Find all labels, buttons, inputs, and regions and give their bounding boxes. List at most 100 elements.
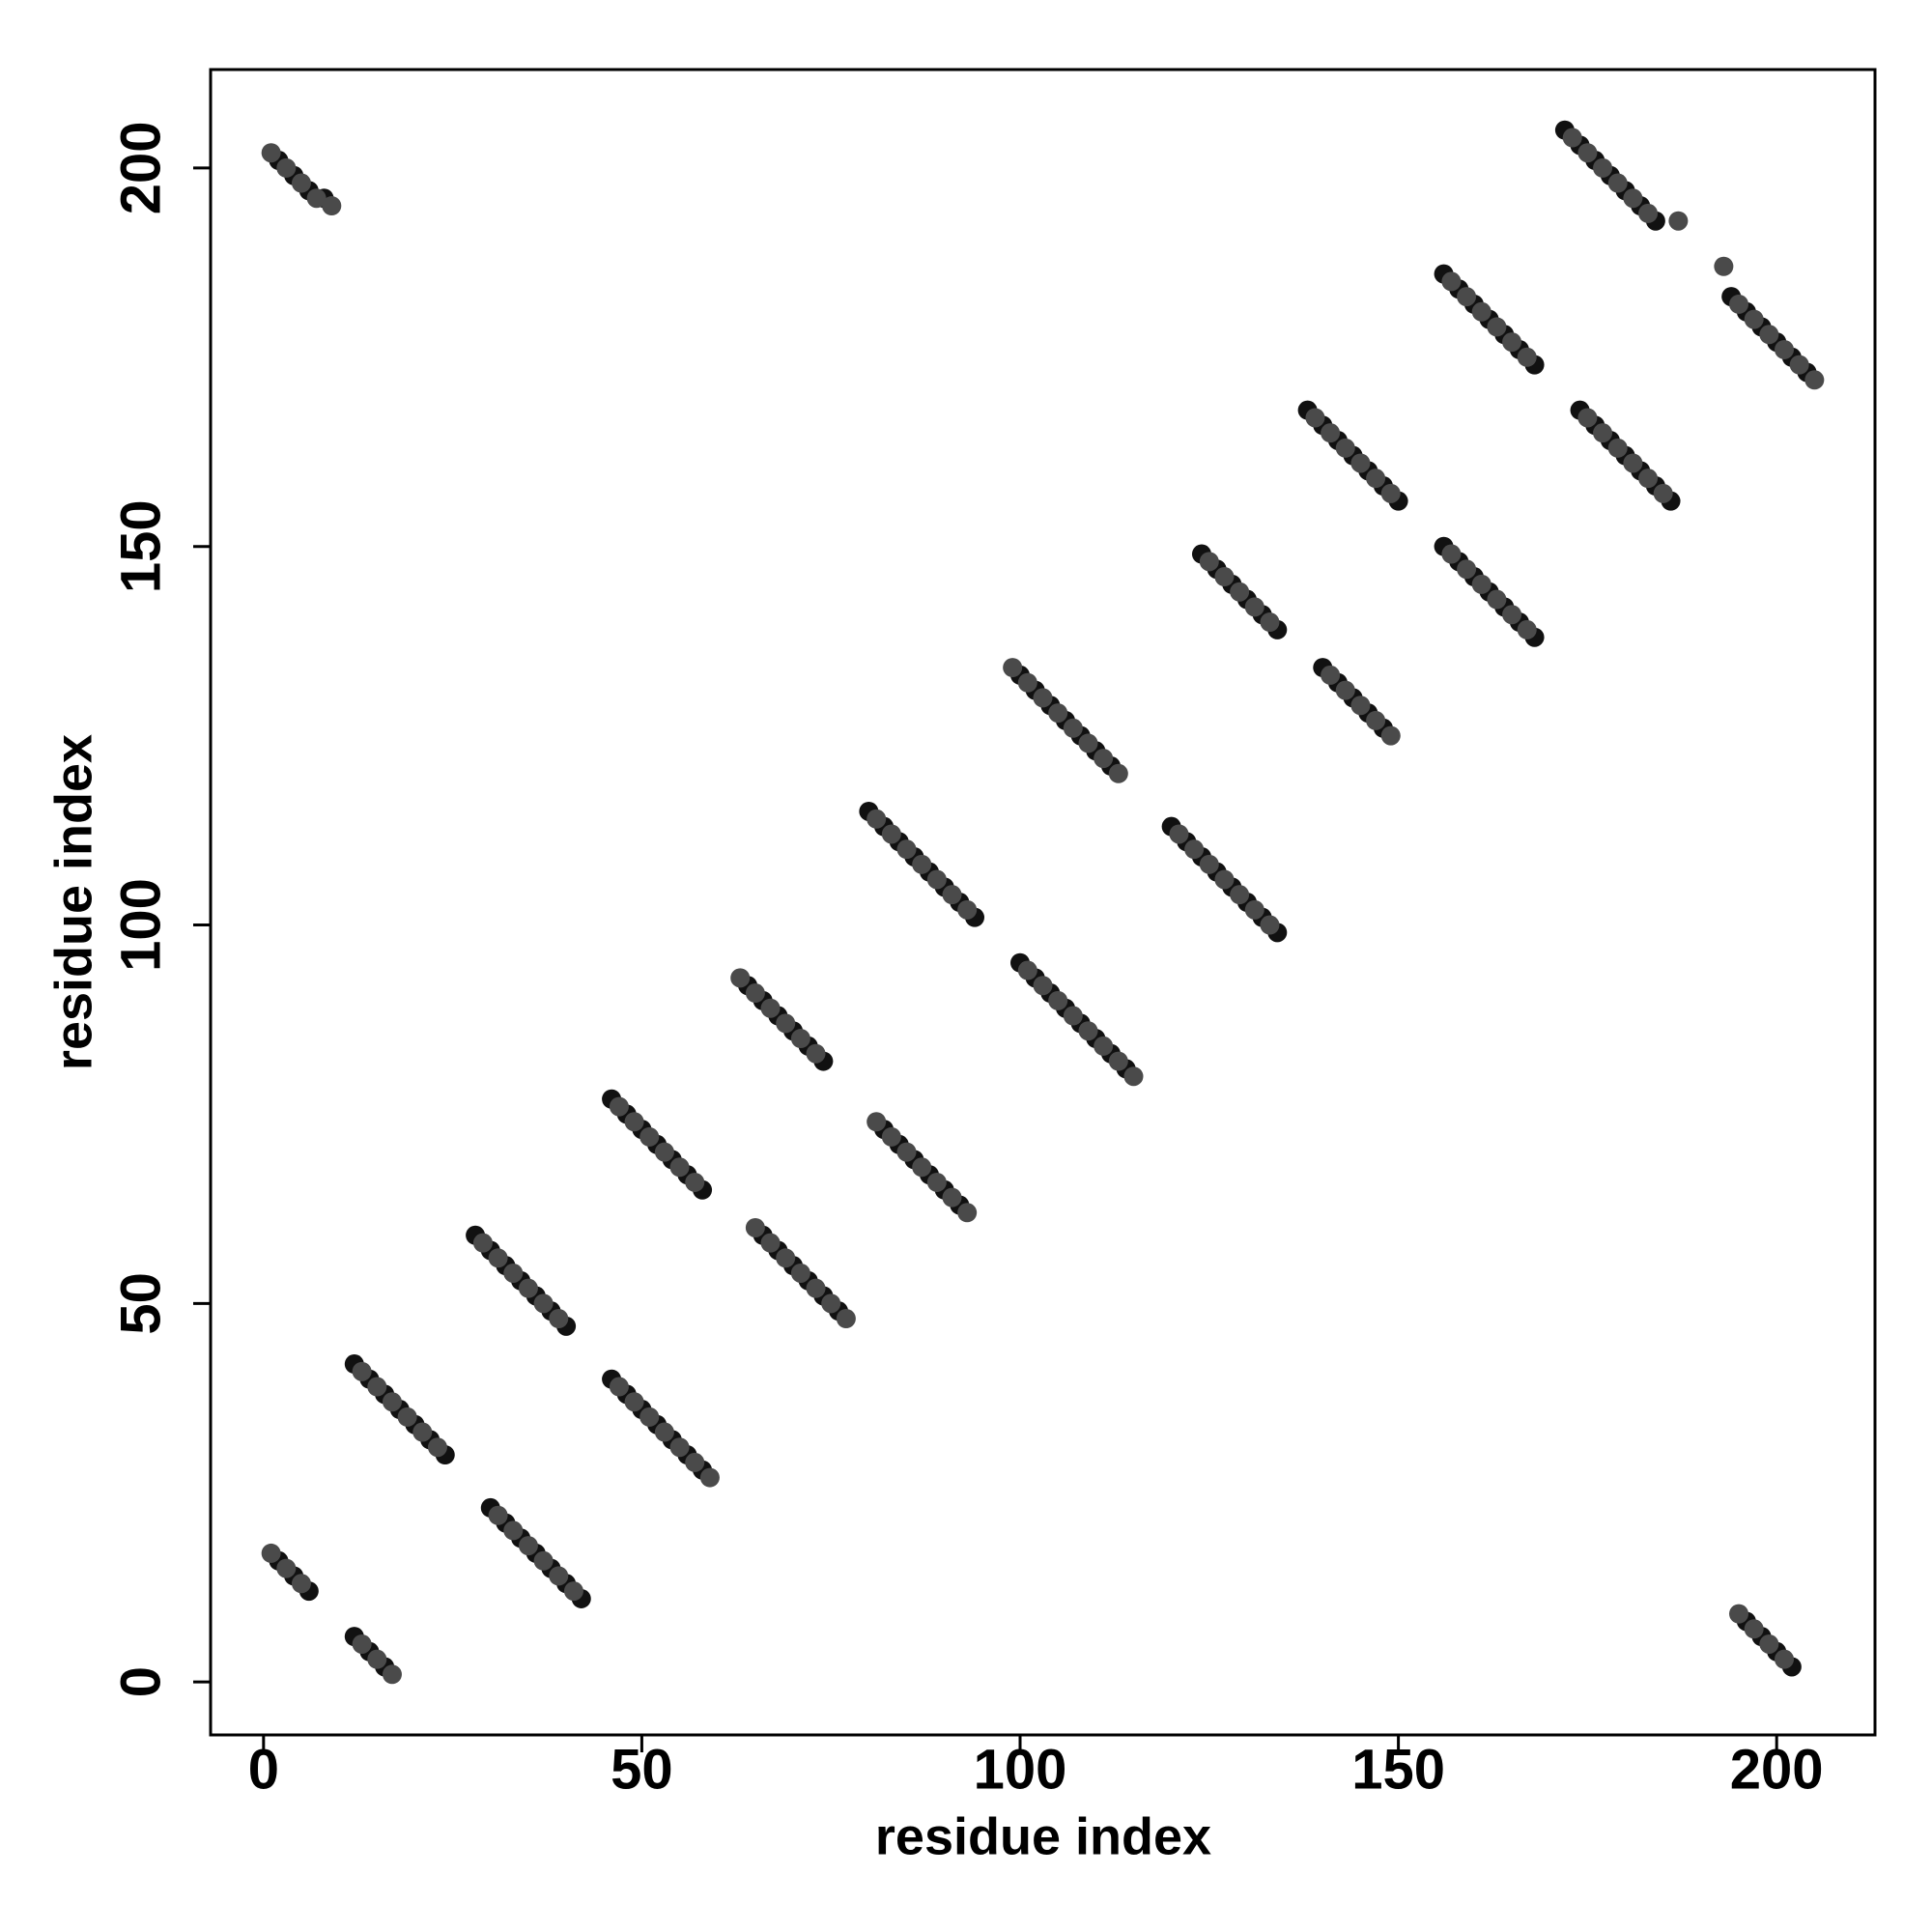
point <box>624 1392 644 1412</box>
point <box>1214 567 1235 587</box>
point <box>488 1505 508 1525</box>
point <box>533 1550 554 1571</box>
point <box>503 1263 524 1283</box>
y-tick-label: 0 <box>109 1666 172 1697</box>
point <box>1653 483 1673 503</box>
point <box>1214 869 1235 890</box>
point <box>1744 1619 1764 1639</box>
point <box>1094 1036 1114 1056</box>
point <box>412 1422 433 1442</box>
point <box>1366 469 1386 489</box>
point <box>654 1142 674 1162</box>
point <box>699 1467 720 1488</box>
point <box>1260 915 1280 935</box>
point <box>1775 1649 1795 1669</box>
point <box>276 157 297 178</box>
point <box>867 809 887 829</box>
point <box>1017 672 1037 693</box>
point <box>1729 1604 1749 1624</box>
point <box>488 1248 508 1268</box>
point <box>760 998 781 1018</box>
point <box>1517 619 1537 639</box>
point <box>322 196 342 216</box>
y-tick-label: 200 <box>109 121 172 214</box>
point <box>639 1126 660 1147</box>
point <box>352 1634 372 1654</box>
y-tick-label: 100 <box>109 878 172 972</box>
point <box>806 1043 826 1064</box>
point <box>1441 271 1462 292</box>
point <box>669 1157 690 1178</box>
x-tick-label: 100 <box>974 1738 1067 1801</box>
point <box>957 899 978 920</box>
point <box>730 968 751 988</box>
point <box>549 1309 569 1328</box>
point <box>1607 438 1628 458</box>
point <box>1321 423 1341 443</box>
point <box>669 1437 690 1458</box>
point <box>685 1172 705 1192</box>
point <box>1471 301 1492 322</box>
point <box>609 1377 629 1397</box>
point <box>261 143 281 163</box>
point <box>1593 157 1613 178</box>
point <box>261 1543 281 1563</box>
point <box>306 188 327 209</box>
point <box>1607 173 1628 193</box>
point <box>533 1293 554 1314</box>
point <box>1457 559 1477 580</box>
point <box>745 983 765 1004</box>
point <box>1729 294 1749 314</box>
point <box>1502 605 1522 625</box>
point <box>776 1013 796 1034</box>
point <box>1623 453 1643 473</box>
point <box>1623 188 1643 209</box>
point <box>821 1293 841 1314</box>
point <box>1094 749 1114 769</box>
point <box>367 1377 387 1397</box>
point <box>1017 960 1037 980</box>
point <box>1668 211 1689 231</box>
point <box>776 1248 796 1268</box>
point <box>1714 256 1734 276</box>
point <box>1108 1051 1128 1071</box>
point <box>1108 763 1128 783</box>
point <box>1775 339 1795 359</box>
point <box>382 1664 402 1685</box>
point <box>1063 1006 1083 1026</box>
point <box>926 1172 947 1192</box>
point <box>1350 696 1371 716</box>
point <box>912 1157 932 1178</box>
point <box>1517 347 1537 367</box>
point <box>382 1392 402 1412</box>
point <box>1260 612 1280 633</box>
point <box>685 1452 705 1472</box>
point <box>867 1112 887 1132</box>
point <box>472 1233 493 1253</box>
point <box>397 1406 417 1427</box>
point <box>1577 143 1598 163</box>
point <box>912 854 932 874</box>
point <box>1457 287 1477 307</box>
point <box>1562 128 1582 148</box>
point <box>563 1581 583 1602</box>
point <box>881 824 901 844</box>
point <box>276 1558 297 1578</box>
x-tick-label: 200 <box>1730 1738 1824 1801</box>
point <box>1577 408 1598 428</box>
point <box>790 1029 810 1049</box>
point <box>1033 688 1053 708</box>
point <box>1033 976 1053 996</box>
point <box>926 869 947 890</box>
point <box>1350 453 1371 473</box>
point <box>1380 725 1401 746</box>
point <box>1487 589 1507 610</box>
point <box>427 1437 447 1458</box>
point <box>1123 1066 1144 1087</box>
point <box>1502 332 1522 353</box>
point <box>1804 370 1825 390</box>
point <box>609 1096 629 1117</box>
point <box>1244 597 1264 617</box>
point <box>1759 325 1779 345</box>
point <box>881 1126 901 1147</box>
